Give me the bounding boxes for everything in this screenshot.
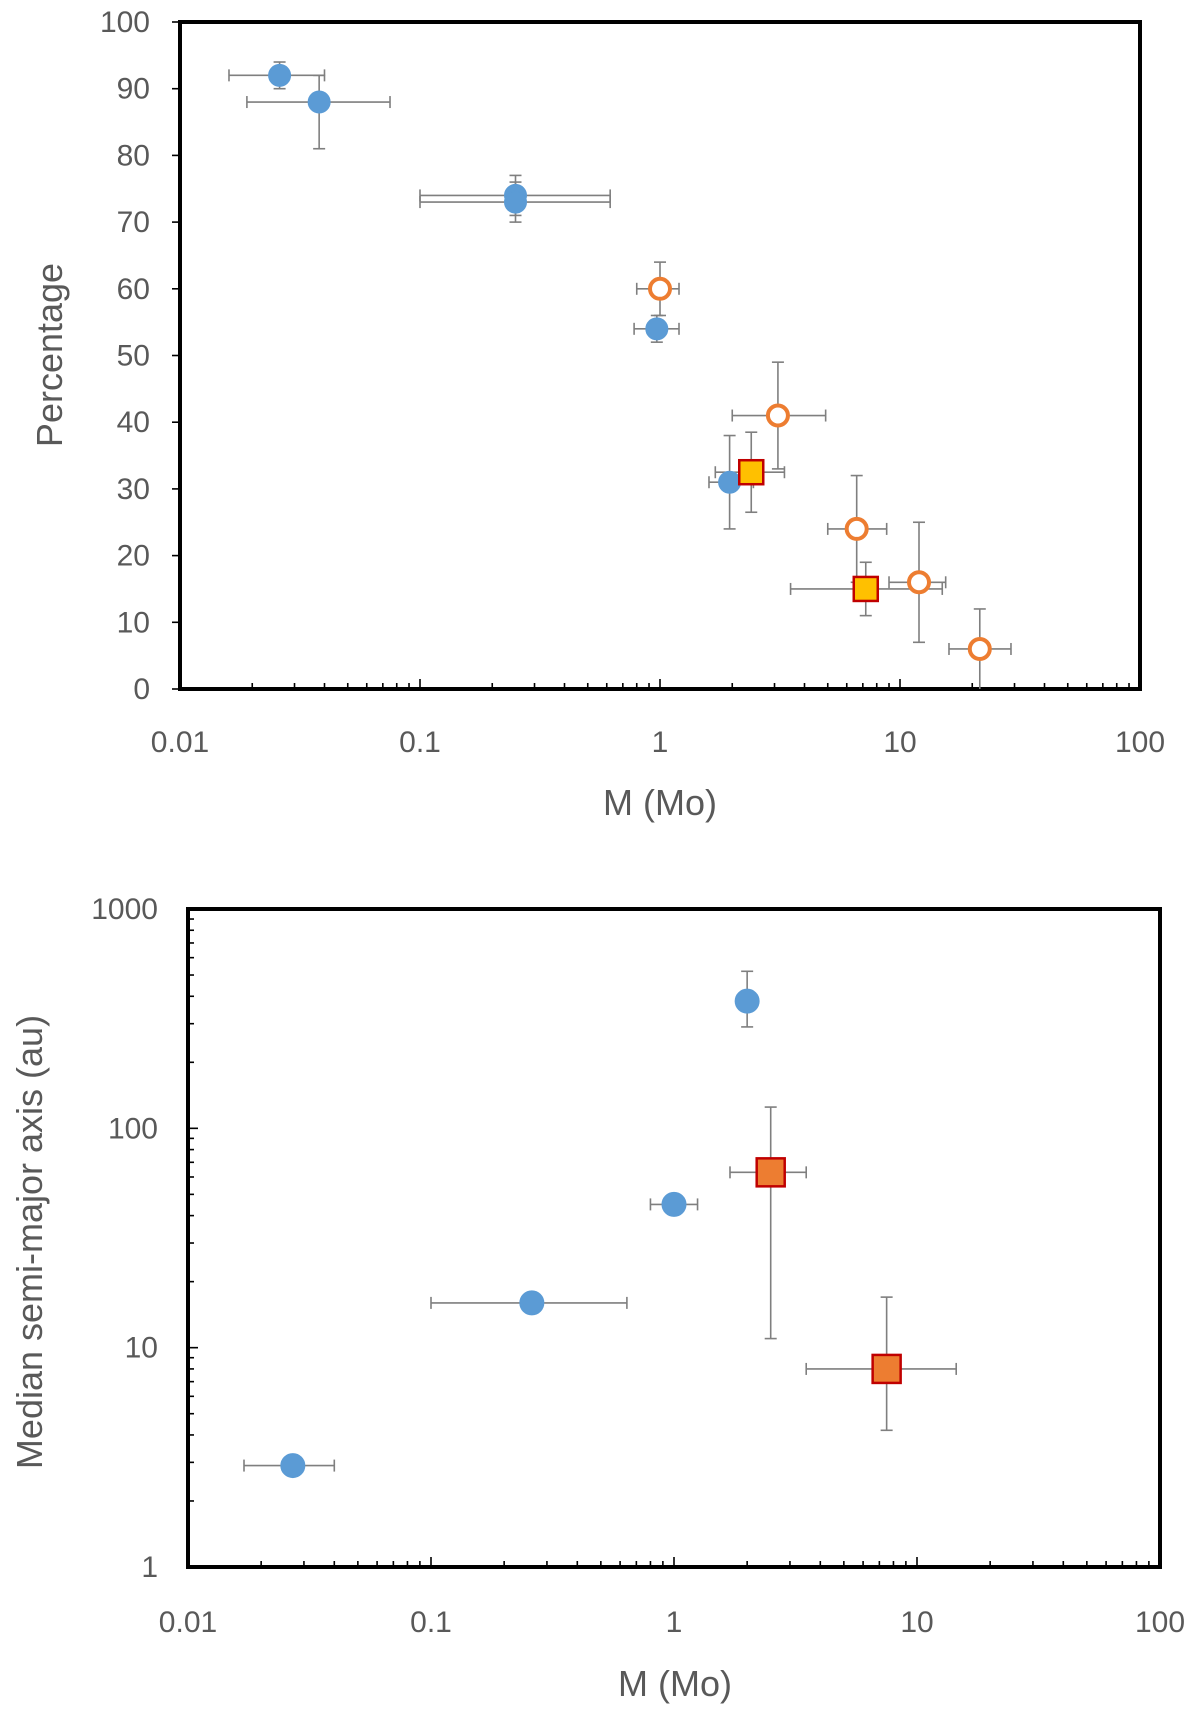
y-tick-label: 90 — [117, 73, 150, 106]
data-point — [755, 1157, 786, 1188]
y-tick-label: 100 — [100, 6, 150, 39]
data-point — [504, 190, 528, 214]
data-point — [268, 63, 292, 87]
y-tick-label: 40 — [117, 406, 150, 439]
y-tick-label: 1000 — [91, 893, 158, 926]
data-point — [307, 90, 331, 114]
data-point — [648, 276, 672, 301]
data-point — [738, 458, 765, 486]
x-tick-label: 0.01 — [159, 1606, 217, 1639]
x-tick-label: 1 — [666, 1606, 683, 1639]
data-point — [519, 1290, 545, 1316]
data-point — [871, 1353, 902, 1385]
y-tick-label: 1 — [141, 1551, 158, 1584]
y-tick-label: 10 — [125, 1332, 158, 1365]
x-axis-title: M (Mo) — [603, 782, 717, 823]
y-tick-label: 30 — [117, 473, 150, 506]
y-tick-label: 80 — [117, 139, 150, 172]
y-axis-title: Percentage — [29, 263, 70, 447]
plot-area-frame — [178, 20, 1142, 691]
y-tick-label: 0 — [133, 673, 150, 706]
x-tick-label: 10 — [900, 1606, 933, 1639]
x-tick-label: 100 — [1115, 726, 1165, 759]
data-point — [645, 317, 669, 341]
x-tick-label: 1 — [652, 726, 669, 759]
percentage-chart: 0.01 0.1 1 10 100 0 10 20 30 40 50 60 70 80 90 100 M (M… — [29, 6, 1165, 823]
data-point — [280, 1453, 306, 1479]
x-tick-label: 10 — [883, 726, 916, 759]
data-point — [765, 403, 790, 428]
data-point — [907, 570, 932, 595]
data-point — [852, 575, 880, 603]
y-tick-label: 50 — [117, 340, 150, 373]
data-point — [734, 988, 760, 1014]
y-tick-label: 100 — [108, 1112, 158, 1145]
data-point — [967, 636, 992, 661]
data-point — [718, 470, 742, 494]
x-axis-title: M (Mo) — [618, 1663, 732, 1704]
y-tick-label: 60 — [117, 273, 150, 306]
data-point — [844, 516, 869, 541]
y-axis-title: Median semi-major axis (au) — [9, 1015, 50, 1469]
x-tick-label: 0.1 — [399, 726, 441, 759]
y-tick-label: 70 — [117, 206, 150, 239]
y-tick-label: 20 — [117, 540, 150, 573]
x-tick-label: 0.1 — [410, 1606, 452, 1639]
y-tick-label: 10 — [117, 606, 150, 639]
x-tick-label: 100 — [1135, 1606, 1185, 1639]
x-tick-label: 0.01 — [151, 726, 209, 759]
semi-major-axis-chart: 0.01 0.1 1 10 100 1 10 100 1000 M (Mo) Median se… — [9, 893, 1185, 1704]
error-bar — [729, 1106, 808, 1340]
data-point — [661, 1191, 687, 1217]
